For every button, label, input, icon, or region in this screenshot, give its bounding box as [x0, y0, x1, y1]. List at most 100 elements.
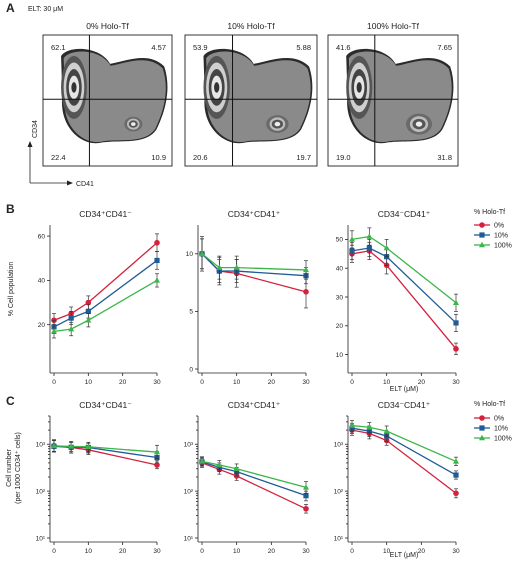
y-tick-label: 10² [184, 488, 194, 495]
chart-title: CD34⁺CD41⁻ [79, 400, 132, 410]
y-tick-label: 40 [336, 266, 344, 273]
panel-c-xlabel: ELT (μM) [390, 552, 419, 559]
panel-b-letter: B [6, 202, 15, 216]
legend-b-title: % Holo-Tf [474, 209, 505, 216]
x-tick-label: 30 [302, 548, 310, 555]
flow-plot-frame [42, 34, 173, 167]
y-tick-label: 30 [336, 294, 344, 301]
legend-label: 100% [494, 243, 512, 250]
panel-c-ylabel-2: (per 1000 CD34⁺ cells) [15, 432, 22, 504]
y-marker-label: CD34 [32, 120, 39, 138]
series-line-100pct [201, 253, 307, 271]
data-point-triangle [85, 317, 92, 323]
legend-c-title: % Holo-Tf [474, 401, 505, 408]
chart-title: CD34⁺CD41⁻ [79, 209, 132, 219]
legend-label: 0% [494, 223, 504, 230]
flow-plot-title: 10% Holo-Tf [227, 21, 275, 31]
y-tick-label: 10³ [184, 442, 194, 449]
data-point-square [453, 320, 459, 326]
data-point-square [154, 257, 160, 264]
flow-plot-title: 100% Holo-Tf [367, 21, 420, 31]
x-tick-label: 20 [268, 548, 276, 555]
data-point-triangle [85, 443, 92, 450]
data-point-triangle [453, 458, 459, 464]
chart-c-cd34pos-cd41pos: CD34⁺CD41⁺ 10¹ 10² 10³ 0 10 20 30 [184, 400, 310, 555]
y-tick-label: 20 [336, 323, 344, 330]
x-tick-label: 10 [85, 548, 93, 555]
chart-c-cd34neg-cd41pos: CD34⁻CD41⁺ 10¹ 10² 10³ 0 10 20 30 [334, 400, 460, 555]
data-point-square [85, 308, 91, 314]
data-point-triangle [68, 325, 75, 332]
data-point-square [349, 248, 355, 254]
series-line-10pct [53, 259, 158, 328]
y-tick-label: 20 [38, 322, 46, 329]
x-tick-label: 0 [52, 379, 56, 386]
legend-label: 0% [494, 416, 504, 423]
series-line-10pct [53, 445, 158, 459]
y-tick-label: 10² [36, 488, 46, 495]
data-point-triangle [383, 427, 390, 434]
flow-contour-ring [415, 121, 423, 127]
x-tick-label: 0 [200, 548, 204, 555]
chart-b-cd34pos-cd41pos: CD34⁺CD41⁺ 0 5 10 0 10 20 30 [186, 209, 310, 386]
data-point-square [479, 425, 485, 431]
data-point-triangle [154, 277, 160, 283]
x-tick-label: 0 [52, 548, 56, 555]
quadrant-value-upper-right: 4.57 [151, 43, 166, 52]
x-marker-label: CD41 [76, 181, 94, 188]
series-line-10pct [351, 247, 457, 324]
quadrant-value-lower-left: 20.6 [193, 153, 208, 162]
y-tick-label: 10¹ [184, 535, 194, 542]
quadrant-value-upper-right: 5.88 [296, 43, 311, 52]
data-point-circle [154, 462, 160, 468]
data-point-triangle [233, 465, 240, 471]
series-line-100pct [351, 235, 457, 304]
y-tick-label: 0 [189, 366, 193, 373]
panel-b-xlabel: ELT (μM) [390, 386, 419, 393]
y-tick-label: 50 [336, 237, 344, 244]
x-tick-label: 0 [350, 379, 354, 386]
x-tick-label: 30 [302, 379, 310, 386]
flow-plot-frame [327, 34, 459, 167]
data-point-circle [479, 222, 485, 228]
quadrant-value-upper-right: 7.65 [437, 43, 452, 52]
series-line-100pct [201, 460, 307, 489]
data-point-triangle [233, 264, 240, 270]
panel-b-ylabel: % Cell population [8, 262, 15, 317]
x-tick-label: 30 [153, 548, 161, 555]
series-line-10pct [351, 427, 457, 476]
x-tick-label: 20 [268, 379, 276, 386]
y-tick-label: 10³ [334, 442, 344, 449]
x-tick-label: 30 [452, 379, 460, 386]
x-tick-label: 10 [85, 379, 93, 386]
quadrant-value-upper-left: 62.1 [51, 43, 66, 52]
x-tick-label: 20 [119, 548, 127, 555]
panel-a-letter: A [6, 1, 15, 15]
data-point-triangle [51, 442, 57, 449]
series-line-10pct [201, 461, 307, 497]
data-point-triangle [216, 264, 223, 270]
data-point-triangle [453, 299, 459, 305]
x-tick-label: 20 [418, 548, 426, 555]
data-point-square [479, 232, 485, 238]
data-point-square [68, 315, 74, 321]
data-point-triangle [349, 236, 355, 242]
data-point-triangle [303, 484, 309, 490]
quadrant-value-lower-right: 31.8 [437, 153, 452, 162]
flow-plot-title: 0% Holo-Tf [86, 21, 129, 31]
legend-b: % Holo-Tf 0% 10% 100% [474, 209, 512, 250]
x-tick-label: 20 [119, 379, 127, 386]
data-point-triangle [199, 458, 205, 464]
data-point-triangle [68, 443, 75, 449]
chart-title: CD34⁻CD41⁺ [378, 400, 431, 410]
y-tick-label: 10³ [36, 442, 46, 449]
data-point-triangle [479, 241, 485, 248]
axis-marker [27, 141, 73, 186]
quadrant-value-lower-right: 19.7 [296, 153, 311, 162]
series-line-0pct [351, 429, 457, 494]
series-line-100pct [53, 445, 158, 453]
y-tick-label: 60 [38, 233, 46, 240]
data-point-circle [154, 239, 160, 246]
legend-label: 100% [494, 436, 512, 443]
